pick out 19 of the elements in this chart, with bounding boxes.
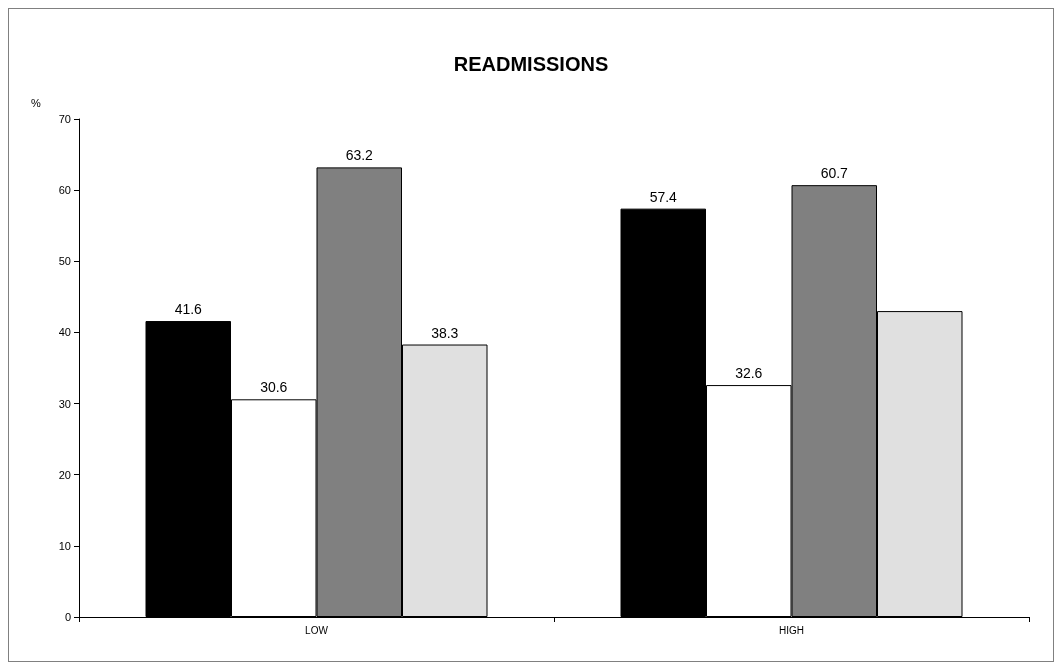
y-tick-label: 50 [58, 255, 71, 268]
y-tick-label: 70 [58, 113, 71, 125]
data-label: 63.2 [345, 147, 374, 164]
data-label: 41.6 [174, 301, 203, 318]
x-tick-label: HIGH [779, 624, 804, 636]
y-tick-label: 40 [58, 326, 71, 339]
chart-title: READMISSIONS [453, 53, 609, 75]
data-label: 38.3 [431, 324, 459, 341]
y-tick-label: 20 [58, 468, 71, 481]
x-tick-label: LOW [305, 624, 329, 636]
y-tick-label: 0 [64, 611, 71, 623]
y-tick-label: 30 [58, 397, 71, 410]
y-tick-label: 60 [58, 184, 71, 197]
data-label: 30.6 [260, 379, 288, 396]
data-label: 60.7 [820, 165, 849, 182]
y-tick-label: 10 [58, 539, 71, 552]
data-label: 32.6 [735, 365, 763, 382]
y-axis-title: % [31, 96, 41, 109]
data-label: 57.4 [649, 188, 678, 205]
